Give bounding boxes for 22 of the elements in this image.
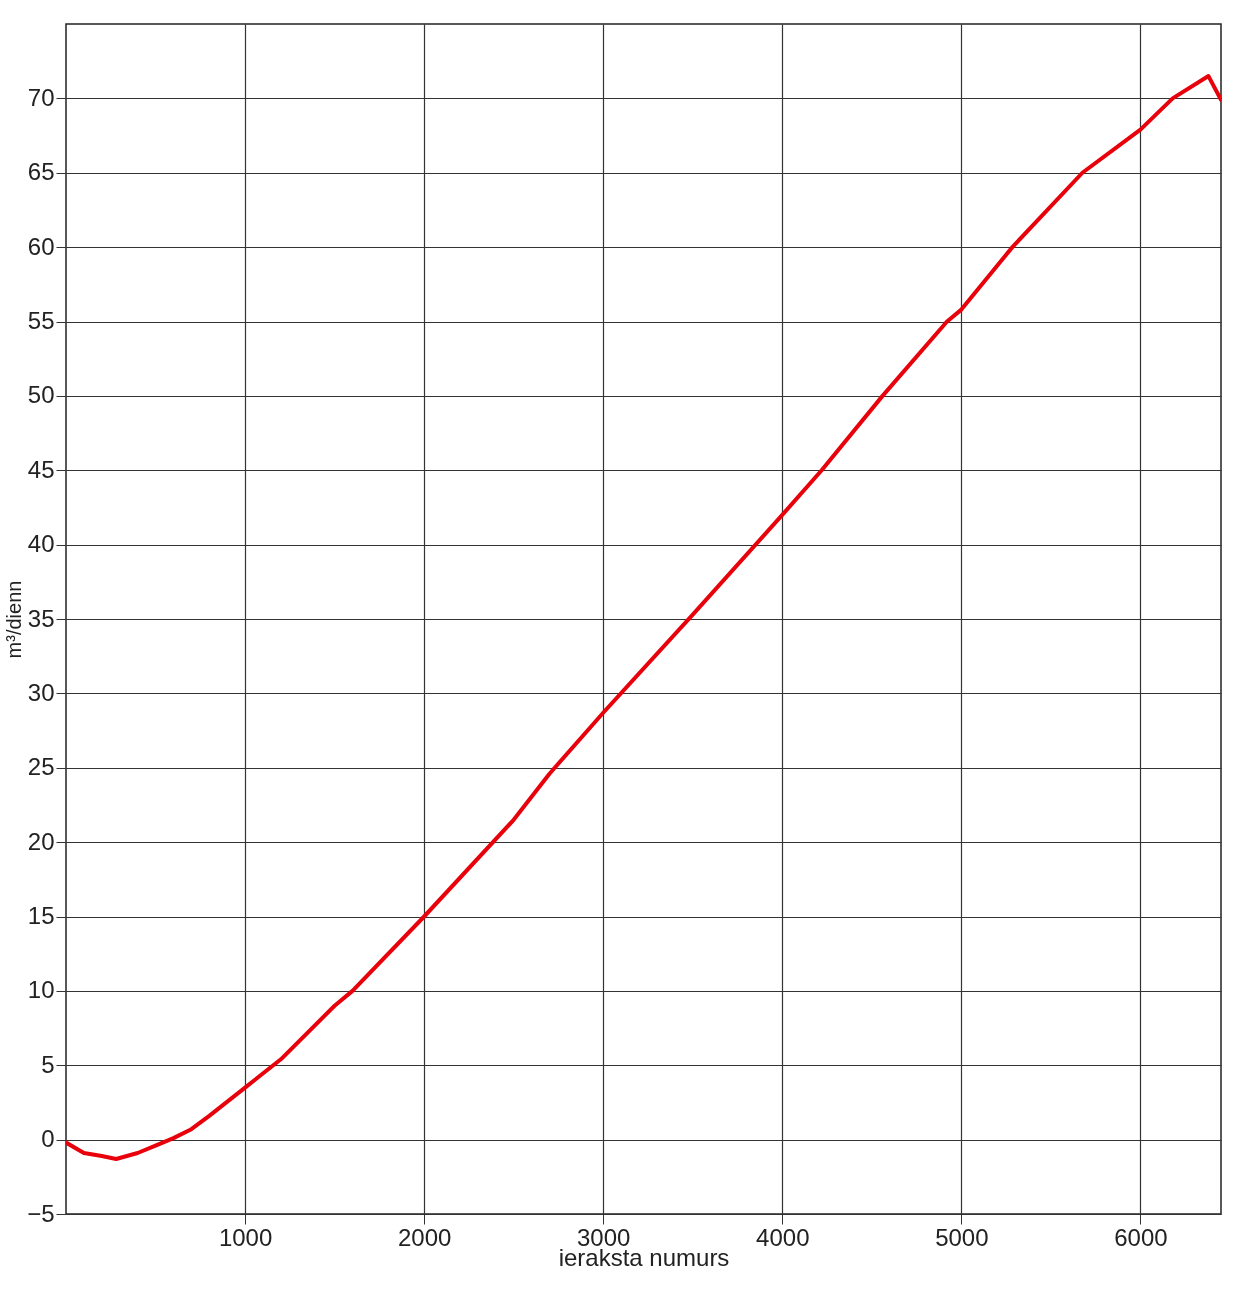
y-tick-label: 25 [27,753,55,781]
x-tick-label: 5000 [935,1223,989,1251]
y-tick-label: 15 [27,902,55,929]
y-tick-label: −5 [27,1199,55,1227]
x-tick-label: 2000 [397,1223,452,1251]
x-tick-label: 6000 [1114,1223,1168,1251]
y-tick-label: 70 [27,83,55,111]
x-tick-label: 1000 [218,1223,273,1251]
y-tick-label: 10 [27,976,55,1004]
y-axis-title: m³/dienn [3,580,26,659]
y-tick-label: 65 [27,158,55,186]
y-tick-label: 20 [27,827,55,855]
y-tick-label: 40 [27,530,55,558]
y-tick-label: 50 [27,381,55,409]
x-tick-label: 4000 [756,1223,810,1251]
y-tick-label: 5 [41,1050,55,1078]
y-tick-label: 60 [27,232,55,260]
y-tick-label: 0 [41,1125,55,1153]
y-tick-label: 45 [27,455,55,483]
y-tick-label: 30 [27,678,55,706]
y-tick-label: 35 [27,604,55,632]
y-tick-label: 55 [27,307,55,334]
